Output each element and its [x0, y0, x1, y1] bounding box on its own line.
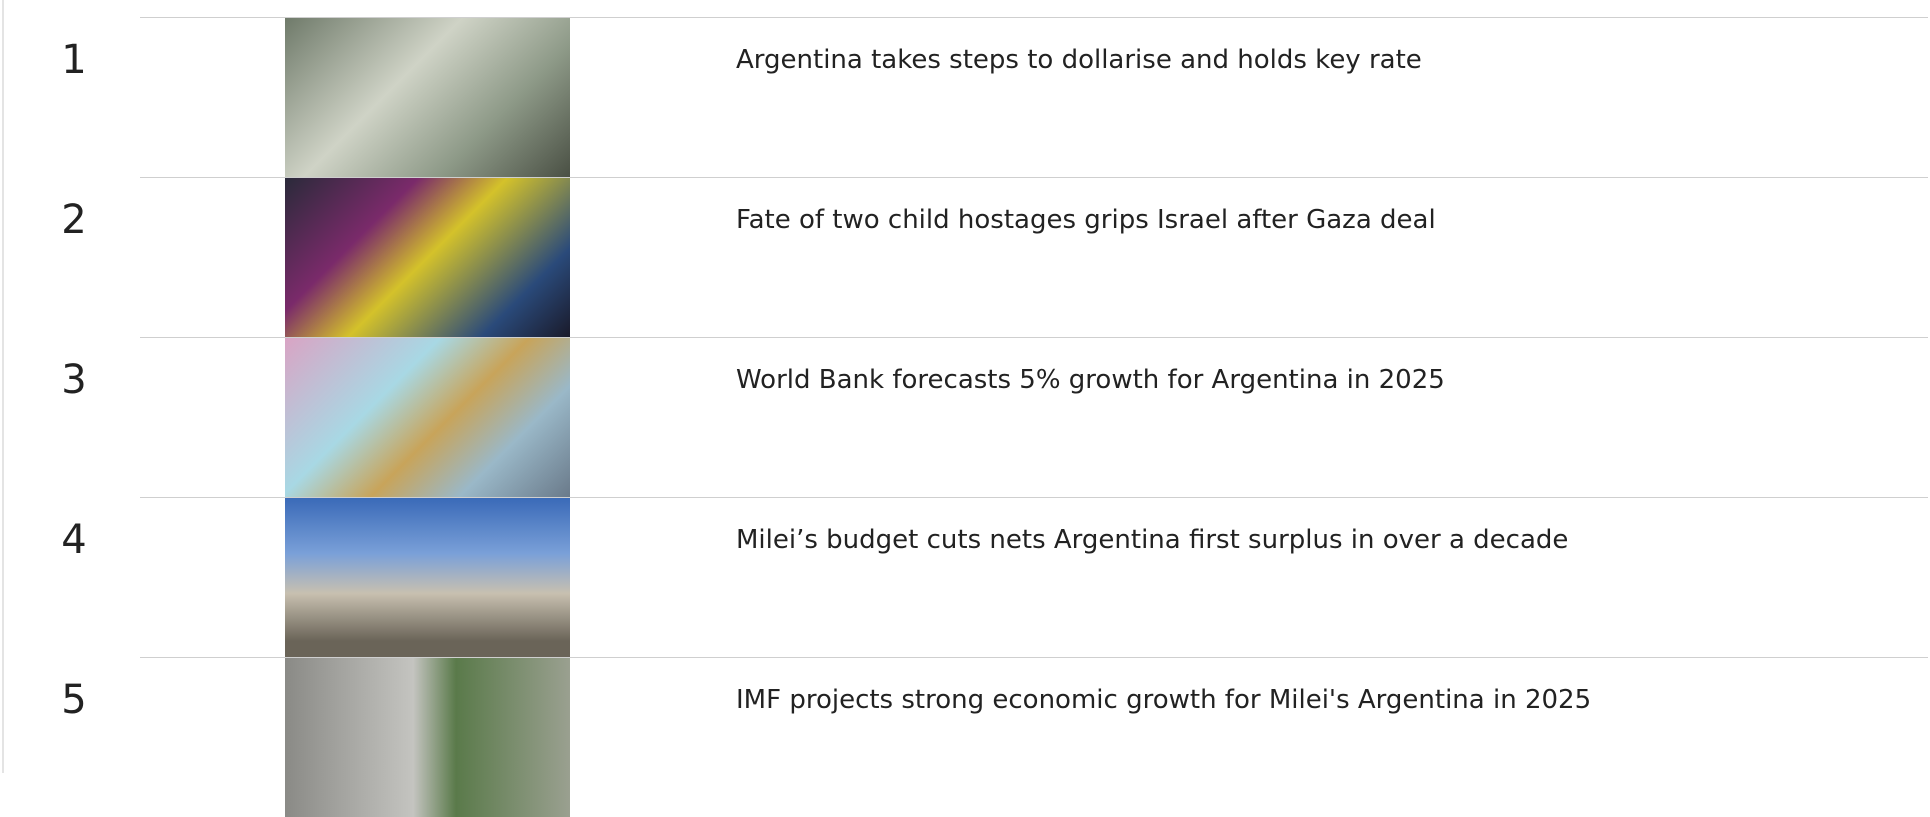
rank-number: 5	[61, 677, 87, 723]
headline: Milei’s budget cuts nets Argentina first…	[736, 525, 1569, 555]
list-item[interactable]: 3 World Bank forecasts 5% growth for Arge…	[4, 337, 1928, 497]
headline: IMF projects strong economic growth for …	[736, 685, 1592, 715]
rank-number: 2	[61, 197, 87, 243]
divider	[140, 497, 1928, 498]
list-item[interactable]: 2 Fate of two child hostages grips Israel…	[4, 177, 1928, 337]
thumbnail	[285, 498, 570, 657]
rank-number: 4	[61, 517, 87, 563]
divider	[140, 177, 1928, 178]
rank-number: 1	[61, 37, 87, 83]
headline: World Bank forecasts 5% growth for Argen…	[736, 365, 1445, 395]
list-item[interactable]: 4 Milei’s budget cuts nets Argentina firs…	[4, 497, 1928, 657]
divider	[140, 337, 1928, 338]
rank-number: 3	[61, 357, 87, 403]
headline: Argentina takes steps to dollarise and h…	[736, 45, 1422, 75]
thumbnail	[285, 338, 570, 497]
list-item[interactable]: 1 Argentina takes steps to dollarise and …	[4, 17, 1928, 177]
thumbnail	[285, 18, 570, 177]
thumbnail	[285, 658, 570, 817]
divider	[140, 17, 1928, 18]
divider	[140, 657, 1928, 658]
list-item[interactable]: 5 IMF projects strong economic growth for…	[4, 657, 1928, 817]
headline: Fate of two child hostages grips Israel …	[736, 205, 1436, 235]
thumbnail	[285, 178, 570, 337]
